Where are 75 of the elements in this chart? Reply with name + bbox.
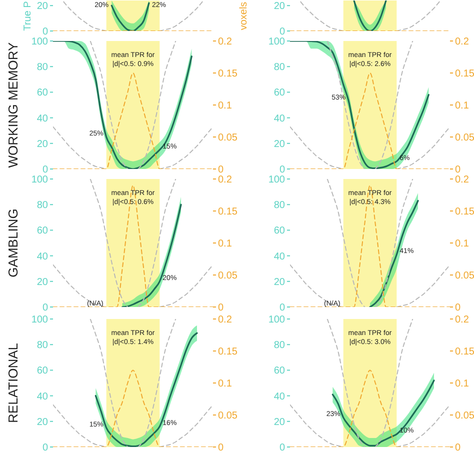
y2-axis-title: voxels [238,2,250,30]
y2-tick-label: 0.1 [455,238,470,250]
y-tick-label: 40 [274,251,286,262]
y2-tick-label: 0.2 [455,174,470,186]
y-tick-label: 0 [279,442,286,454]
y2-tick-label: 0.15 [218,68,238,80]
y-tick-label: 0 [42,442,48,454]
y-tick-label: 0 [42,302,48,314]
y-tick-label: 20 [274,1,286,12]
y-tick-label: 100 [268,36,286,48]
y-axis-title: WORKING MEMORY [6,42,21,168]
y-tick-label: 60 [274,88,286,99]
y-tick-label: 20 [274,138,286,150]
y2-tick-label: 0.05 [218,132,238,144]
y-tick-label: 100 [31,174,48,186]
y2-tick-label: 0.15 [218,346,238,358]
y2-tick-label: 0.1 [218,378,232,390]
y-tick-label: 60 [274,226,286,237]
y-tick-label: 0 [279,164,286,176]
y2-tick-label: 0.15 [218,206,238,218]
y2-tick-label: 0.15 [455,68,474,80]
y-tick-label: 40 [36,391,48,402]
y2-tick-label: 0.1 [455,378,470,390]
y-tick-label: 100 [31,36,48,48]
y2-tick-label: 0.2 [455,314,470,326]
y-tick-label: 100 [268,314,286,326]
y2-tick-label: 0.05 [218,410,238,422]
y2-tick-label: 0.05 [455,132,474,144]
y2-tick-label: 0.15 [455,206,474,218]
y2-tick-label: 0.1 [455,100,470,112]
y-tick-label: 100 [268,174,286,186]
y-tick-label: 20 [274,276,286,288]
y-tick-label: 40 [36,251,48,262]
y2-tick-label: 0 [455,164,461,176]
y2-tick-label: 0.2 [218,314,232,326]
y-tick-label: 20 [36,416,48,428]
y-tick-label: 100 [31,314,48,326]
y2-tick-label: 0 [455,442,461,454]
y-axis-title: RELATIONAL [6,343,21,423]
y-tick-label: 0 [42,26,48,38]
y2-tick-label: 0.1 [218,238,232,250]
y2-tick-label: 0 [218,164,224,176]
y-tick-label: 40 [36,113,48,124]
y-tick-label: 80 [36,340,48,352]
y-tick-label: 80 [274,62,286,74]
y2-tick-label: 0 [218,302,224,314]
y-tick-label: 20 [36,276,48,288]
y-tick-label: 20 [36,138,48,150]
y-tick-label: 60 [36,88,48,99]
y-tick-label: 80 [36,200,48,212]
y-tick-label: 20 [274,416,286,428]
y-tick-label: 0 [42,164,48,176]
y-tick-label: 80 [36,62,48,74]
y-tick-label: 60 [36,226,48,237]
y2-tick-label: 0 [455,302,461,314]
y-tick-label: 40 [274,391,286,402]
y2-tick-label: 0.05 [218,270,238,282]
y-axis-title: GAMBLING [6,208,21,278]
y-tick-label: 40 [274,113,286,124]
y2-tick-label: 0.1 [218,100,232,112]
y-axis-title: True P [22,0,34,31]
y-tick-label: 80 [274,200,286,212]
y-tick-label: 0 [279,302,286,314]
y2-tick-label: 0.2 [218,174,232,186]
y-tick-label: 80 [274,340,286,352]
y-tick-label: 60 [274,366,286,377]
y-tick-label: 60 [36,366,48,377]
y2-tick-label: 0.15 [455,346,474,358]
y-tick-label: 0 [279,26,286,38]
y2-tick-label: 0 [218,442,224,454]
y2-tick-label: 0.05 [455,410,474,422]
y2-tick-label: 0.05 [455,270,474,282]
y2-tick-label: 0.2 [455,36,470,48]
y-tick-label: 20 [36,1,48,12]
y2-tick-label: 0.2 [218,36,232,48]
